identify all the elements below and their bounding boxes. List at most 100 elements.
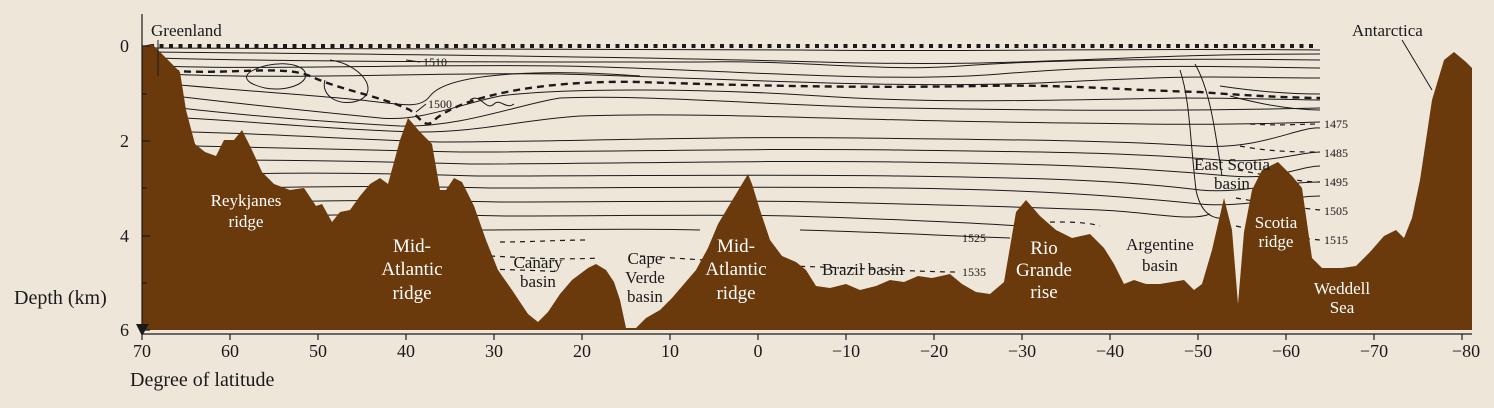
y-tick-label: 6 <box>120 320 129 340</box>
y-tick-label: 0 <box>120 36 129 56</box>
station-marker <box>948 44 952 48</box>
weddell-sea-label: Sea <box>1330 298 1355 317</box>
station-marker <box>1005 44 1009 48</box>
station-marker <box>976 44 981 48</box>
station-marker <box>1290 44 1294 48</box>
station-marker <box>758 44 762 48</box>
station-marker <box>1242 44 1247 48</box>
station-marker <box>321 44 325 48</box>
station-marker <box>691 44 696 48</box>
mid-atlantic-ridge-south-label: ridge <box>716 283 755 304</box>
station-marker <box>957 44 962 48</box>
station-marker <box>1204 44 1209 48</box>
station-marker <box>672 44 677 48</box>
isoline-leader <box>415 103 427 113</box>
station-marker <box>1280 44 1285 48</box>
scotia-ridge-label: ridge <box>1259 232 1294 251</box>
station-marker <box>710 44 715 48</box>
station-marker <box>1195 44 1199 48</box>
station-marker <box>1052 44 1057 48</box>
station-marker <box>1081 44 1085 48</box>
station-marker <box>739 44 743 48</box>
station-marker <box>188 44 192 48</box>
brazil-basin-label: Brazil basin <box>822 260 904 279</box>
isoline-label: 1535 <box>962 265 986 279</box>
station-marker <box>881 44 886 48</box>
canary-basin-label: Canary <box>513 253 563 272</box>
seafloor-profile <box>142 44 1472 330</box>
x-axis <box>141 333 1472 340</box>
station-marker <box>435 44 439 48</box>
station-marker <box>454 44 458 48</box>
x-tick-label: −50 <box>1184 341 1212 361</box>
y-axis-title: Depth (km) <box>14 287 107 309</box>
argentine-basin-label: basin <box>1142 256 1178 275</box>
x-tick-label: 50 <box>309 341 327 361</box>
station-marker <box>1043 44 1047 48</box>
x-tick-label: 20 <box>573 341 591 361</box>
station-marker <box>368 44 373 48</box>
isoline-label: 1495 <box>1324 175 1348 189</box>
station-marker <box>900 44 905 48</box>
east-scotia-basin-label: basin <box>1214 174 1250 193</box>
station-marker <box>1014 44 1019 48</box>
station-marker <box>1147 44 1152 48</box>
x-tick-labels: 70 60 50 40 30 20 10 0 −10 −20 −30 −40 −… <box>133 341 1480 361</box>
station-marker <box>302 44 306 48</box>
station-marker <box>1309 44 1313 48</box>
y-axis-arrow <box>136 324 149 336</box>
station-marker <box>786 44 791 48</box>
argentine-basin-label: Argentine <box>1126 235 1194 254</box>
rio-grande-rise-label: Grande <box>1016 260 1072 281</box>
station-marker <box>805 44 810 48</box>
station-marker <box>292 44 297 48</box>
station-marker <box>1166 44 1171 48</box>
station-marker <box>891 44 895 48</box>
weddell-sea-label: Weddell <box>1314 279 1370 298</box>
station-marker <box>235 44 240 48</box>
x-tick-label: 70 <box>133 341 151 361</box>
station-marker <box>653 44 658 48</box>
station-marker <box>995 44 1000 48</box>
station-marker <box>378 44 382 48</box>
station-marker <box>1109 44 1114 48</box>
station-marker <box>1157 44 1161 48</box>
isoline-label: 1475 <box>1324 117 1348 131</box>
station-marker <box>682 44 686 48</box>
mid-atlantic-ridge-north-label: ridge <box>392 283 431 304</box>
station-marker <box>843 44 848 48</box>
station-marker <box>273 44 278 48</box>
station-marker <box>387 44 392 48</box>
antarctica-leader <box>1401 39 1433 91</box>
station-marker <box>1100 44 1104 48</box>
station-marker <box>530 44 534 48</box>
greenland-label: Greenland <box>151 21 222 40</box>
station-marker <box>729 44 734 48</box>
station-marker <box>178 44 183 48</box>
station-marker <box>416 44 420 48</box>
station-marker <box>606 44 610 48</box>
x-tick-label: 0 <box>754 341 763 361</box>
station-marker <box>1062 44 1066 48</box>
x-tick-label: 30 <box>485 341 503 361</box>
x-tick-label: −10 <box>832 341 860 361</box>
station-marker <box>1128 44 1133 48</box>
rio-grande-rise-label: rise <box>1030 282 1057 303</box>
x-tick-label: −20 <box>920 341 948 361</box>
station-marker <box>159 44 164 48</box>
station-marker <box>644 44 648 48</box>
station-marker <box>853 44 857 48</box>
isoline-label: 1510 <box>423 55 447 69</box>
scotia-ridge-label: Scotia <box>1255 213 1298 232</box>
isoline-leader <box>405 59 421 63</box>
station-marker <box>986 44 990 48</box>
x-tick-label: 60 <box>221 341 239 361</box>
station-marker <box>967 44 971 48</box>
mid-atlantic-ridge-north-label: Atlantic <box>381 259 442 280</box>
station-marker <box>824 44 829 48</box>
station-marker <box>796 44 800 48</box>
station-marker <box>568 44 572 48</box>
station-marker <box>340 44 344 48</box>
y-tick-label: 4 <box>120 226 129 246</box>
